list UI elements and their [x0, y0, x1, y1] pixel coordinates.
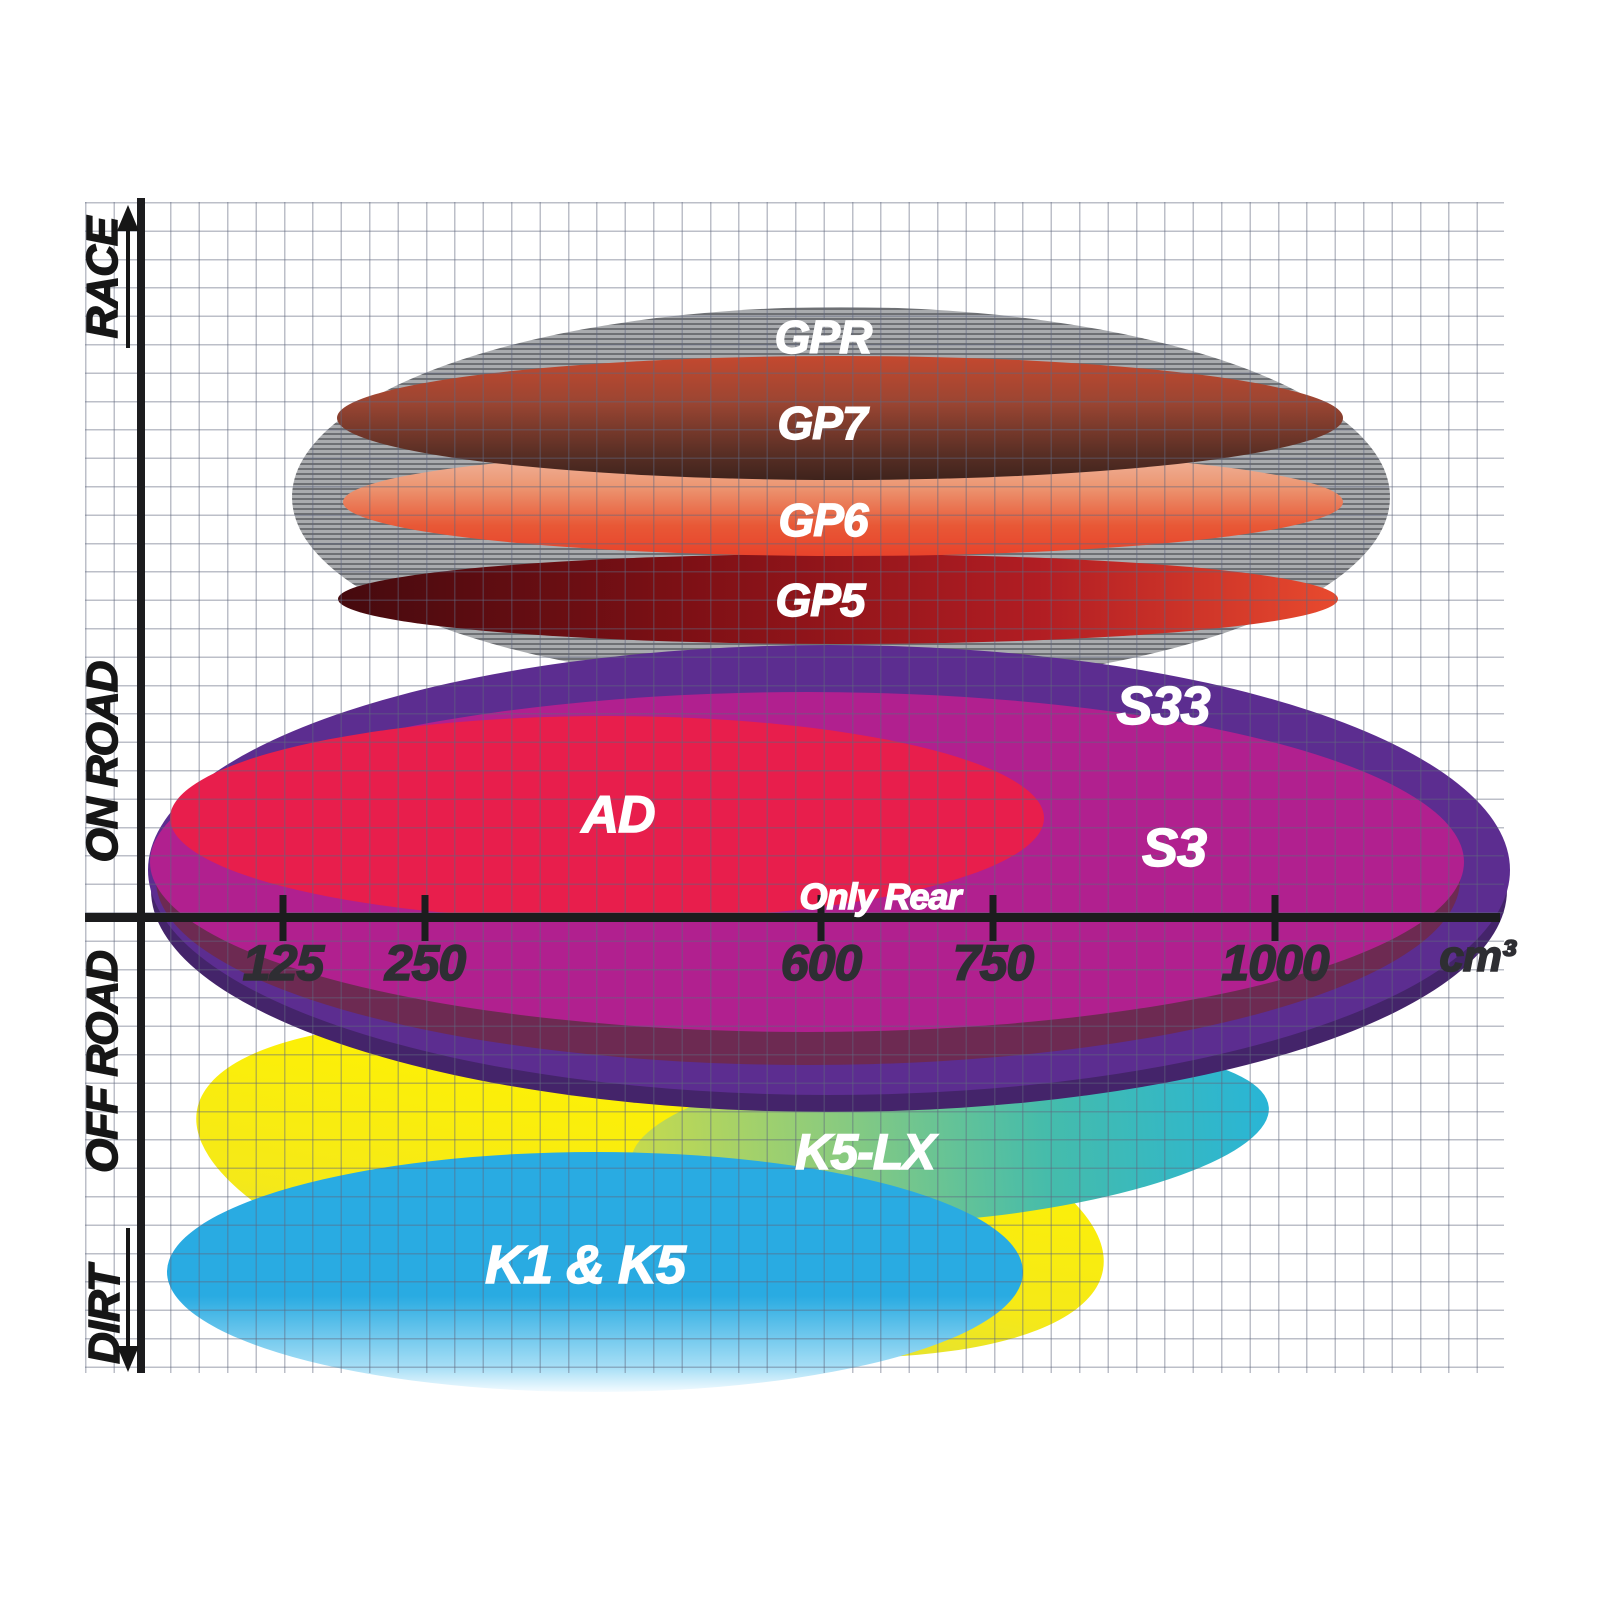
x-tick-label-750: 750 [952, 934, 1035, 992]
annotation-only-rear: Only Rear [799, 875, 962, 917]
zone-label-off-road: OFF ROAD [77, 950, 128, 1173]
label-gp5: GP5 [775, 573, 866, 626]
x-tick-label-1000: 1000 [1221, 934, 1331, 992]
label-ad: AD [581, 785, 657, 844]
dirt-down-arrow-icon [117, 1346, 139, 1372]
ellipse-gp5 [338, 554, 1338, 644]
x-tick-label-250: 250 [384, 934, 467, 992]
label-k5lx: K5-LX [795, 1123, 937, 1180]
label-gp6: GP6 [778, 493, 869, 546]
x-tick-250 [421, 895, 429, 941]
y-axis-line [137, 198, 145, 1373]
dirt-arrow-line [126, 1228, 130, 1348]
x-tick-label-600: 600 [780, 934, 863, 992]
ellipse-gp6 [343, 448, 1343, 556]
zone-label-on-road: ON ROAD [77, 661, 128, 863]
ellipse-ad [170, 716, 1044, 920]
label-s3: S3 [1141, 817, 1207, 878]
label-k1k5: K1 & K5 [484, 1234, 686, 1295]
ellipse-k1k5 [167, 1152, 1023, 1392]
x-tick-label-125: 125 [242, 934, 325, 992]
ellipse-gp7 [337, 356, 1343, 480]
x-tick-750 [989, 895, 997, 941]
x-tick-125 [279, 895, 287, 941]
zone-label-race: RACE [77, 217, 128, 339]
race-arrow-line [126, 228, 130, 348]
label-gp7: GP7 [777, 396, 868, 449]
x-tick-1000 [1271, 895, 1279, 941]
x-tick-600 [817, 895, 825, 941]
x-axis-unit-label: cm³ [1439, 931, 1517, 982]
label-gpr: GPR [774, 310, 873, 363]
x-axis-line [85, 913, 1500, 922]
race-up-arrow-icon [117, 205, 139, 231]
label-s33: S33 [1116, 675, 1211, 736]
